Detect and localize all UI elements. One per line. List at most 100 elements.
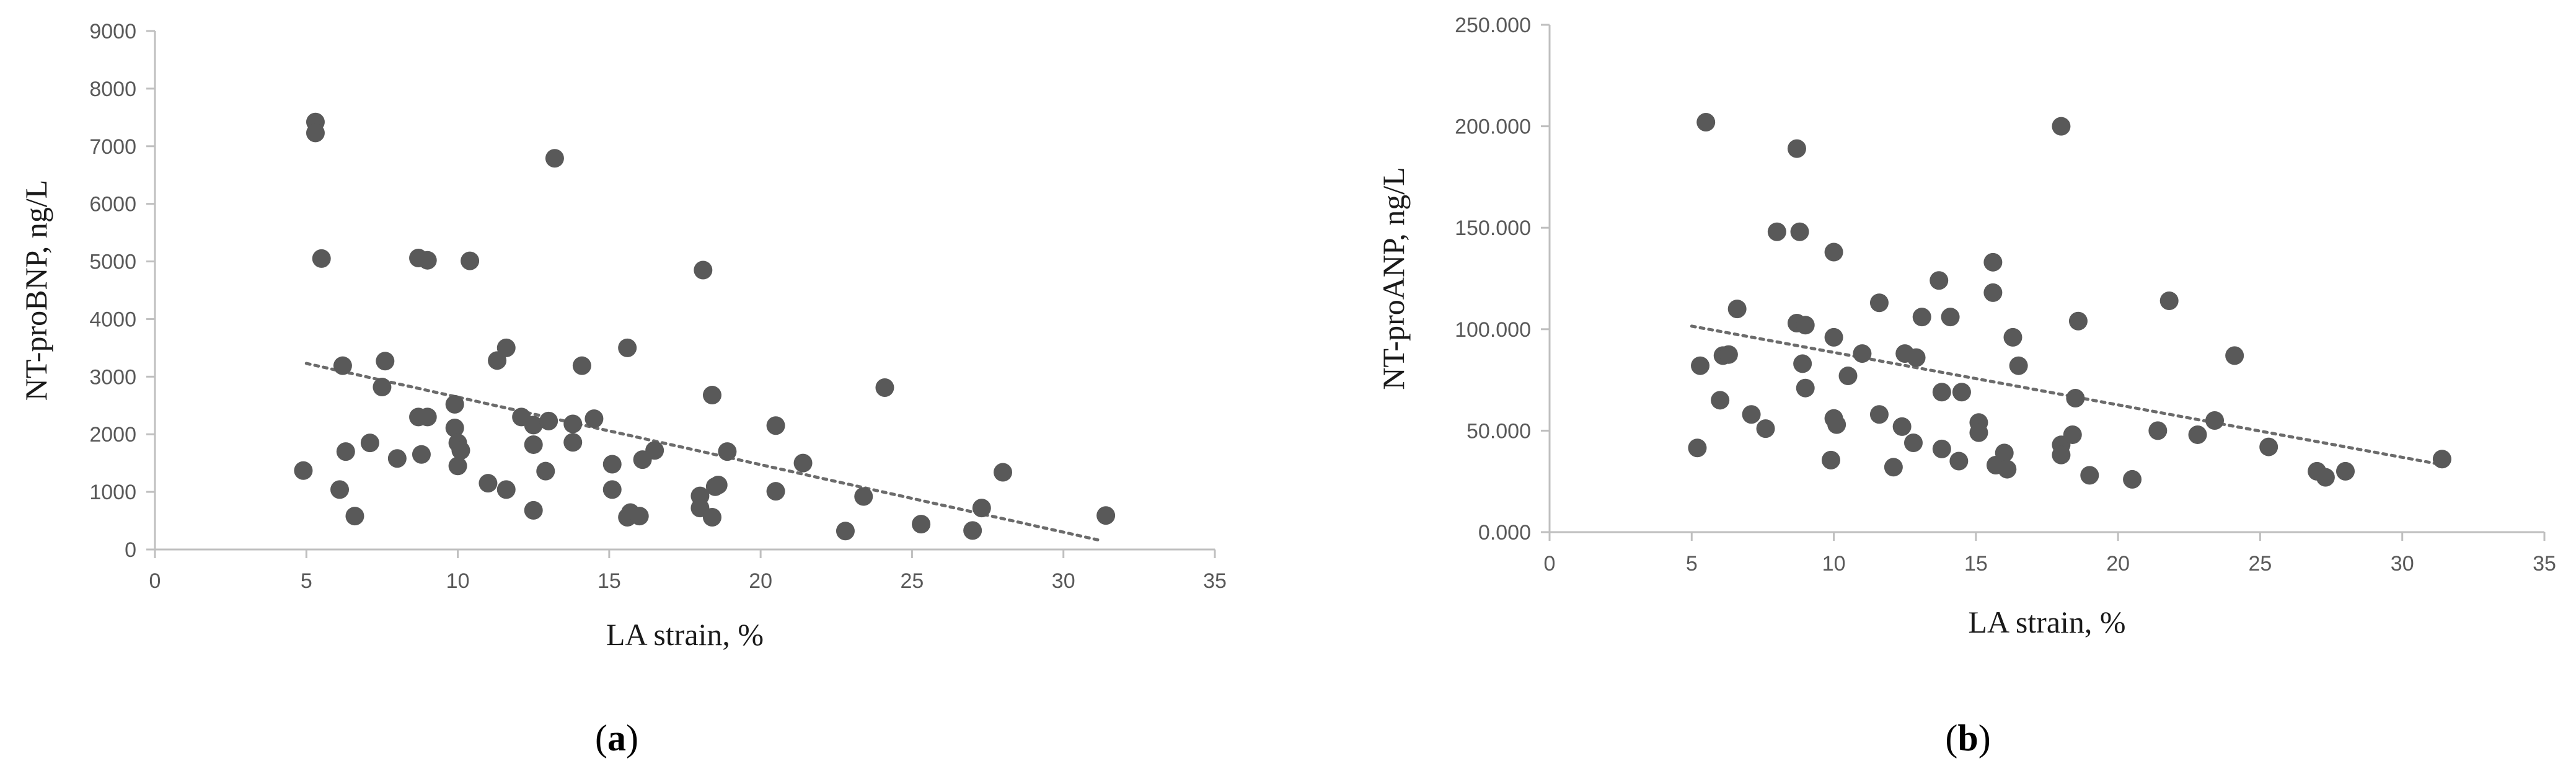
chart-a-data-point xyxy=(306,123,325,143)
chart-b-x-tick-label: 0 xyxy=(1544,552,1556,576)
chart-b-x-tick-label: 35 xyxy=(2533,552,2556,576)
chart-a-data-point xyxy=(451,441,470,460)
chart-a-data-point xyxy=(702,507,721,527)
chart-b-data-point xyxy=(1853,344,1872,363)
chart-b-data-point xyxy=(2336,461,2355,481)
chart-a-data-point xyxy=(524,500,543,520)
chart-b-panel-label: (b) xyxy=(1945,718,1990,758)
chart-b-y-tick-label: 0.000 xyxy=(1478,521,1531,545)
chart-a-data-point xyxy=(412,445,431,464)
chart-a-data-point xyxy=(912,515,931,534)
chart-a-y-tick-label: 0 xyxy=(125,538,136,562)
chart-a-x-axis-title: LA strain, % xyxy=(606,617,764,652)
chart-a-x-tick-label: 15 xyxy=(598,569,621,593)
chart-b-data-point xyxy=(1941,308,1960,327)
chart-a-data-point xyxy=(376,352,395,371)
chart-b-data-point xyxy=(2225,346,2244,365)
chart-a-data-point xyxy=(766,482,785,501)
chart-a-data-point xyxy=(702,386,721,405)
chart-b-data-point xyxy=(1688,438,1707,458)
chart-a-data-point xyxy=(496,480,516,499)
chart-a-data-point xyxy=(418,407,437,427)
chart-a-data-point xyxy=(539,411,558,430)
chart-b-y-tick-label: 150.000 xyxy=(1455,216,1531,240)
chart-a-data-point xyxy=(793,453,813,473)
chart-a-data-point xyxy=(524,435,543,454)
chart-a-data-point xyxy=(972,499,991,518)
chart-b-data-point xyxy=(2063,425,2082,444)
chart-b-x-axis-title: LA strain, % xyxy=(1968,605,2125,639)
chart-a-data-point xyxy=(496,338,516,357)
chart-a-data-point xyxy=(836,522,855,541)
chart-b-data-point xyxy=(2259,437,2278,456)
chart-a-data-point xyxy=(1096,506,1116,525)
chart-a-data-point xyxy=(312,249,331,268)
chart-a-data-point xyxy=(294,461,313,480)
chart-b-trendline xyxy=(1690,324,2441,466)
chart-b-data-point xyxy=(1932,439,1951,458)
chart-a-x-tick-label: 35 xyxy=(1203,569,1227,593)
chart-b-data-point xyxy=(1696,113,1716,132)
chart-a-y-tick-label: 3000 xyxy=(89,365,136,389)
chart-a-data-point xyxy=(854,487,873,506)
chart-a-x-tick-label: 25 xyxy=(901,569,924,593)
chart-a-y-tick-label: 4000 xyxy=(89,308,136,331)
chart-a-data-point xyxy=(360,434,379,453)
chart-b-data-point xyxy=(1756,419,1775,438)
chart-b-data-point xyxy=(2148,421,2168,440)
chart-b-x-tick-label: 5 xyxy=(1686,552,1698,576)
chart-a-data-point xyxy=(994,463,1012,482)
chart-a-y-tick-label: 2000 xyxy=(89,423,136,447)
chart-a-data-point xyxy=(336,442,355,461)
chart-a-y-tick-label: 1000 xyxy=(89,481,136,504)
chart-b-x-tick-label: 20 xyxy=(2106,552,2130,576)
chart-b-data-point xyxy=(1796,378,1815,398)
chart-b-data-point xyxy=(1995,443,2014,463)
chart-a-data-point xyxy=(445,394,464,414)
chart-b-data-point xyxy=(2003,327,2022,347)
chart-a-data-point xyxy=(602,455,622,474)
chart-a: 0 1000 2000 3000 4000 5000 6000 7000 8000 9000 0 5 1… xyxy=(19,20,1227,758)
chart-b-data-point xyxy=(2159,291,2179,310)
chart-b-data-point xyxy=(1796,316,1815,335)
chart-a-y-tick-label: 6000 xyxy=(89,193,136,216)
chart-b-data-point xyxy=(1727,300,1747,319)
chart-a-data-point xyxy=(448,456,467,476)
chart-a-data-point xyxy=(963,521,982,540)
chart-b-data-point xyxy=(2066,389,2085,408)
chart-b-y-tick-label: 250.000 xyxy=(1455,14,1531,37)
chart-a-data-point xyxy=(333,356,352,375)
chart-a-data-point xyxy=(630,507,649,526)
chart-b-data-point xyxy=(2080,466,2099,485)
chart-b-data-point xyxy=(1983,283,2003,302)
chart-a-y-tick-label: 5000 xyxy=(89,251,136,274)
chart-b-data-point xyxy=(1907,348,1926,367)
chart-b: 0.000 50.000 100.000 150.000 200.000 250.000 0… xyxy=(1376,14,2556,758)
chart-a-data-point xyxy=(708,475,728,494)
chart-a-data-point xyxy=(618,338,637,357)
chart-b-data-point xyxy=(1742,405,1761,424)
chart-a-x-tick-label: 10 xyxy=(446,569,470,593)
chart-b-y-tick-label: 100.000 xyxy=(1455,318,1531,342)
chart-b-data-point xyxy=(1838,367,1858,386)
chart-a-x-tick-label: 30 xyxy=(1052,569,1075,593)
chart-b-data-point xyxy=(1983,252,2003,272)
chart-b-data-point xyxy=(1821,450,1840,469)
chart-a-data-point xyxy=(445,419,464,438)
chart-b-data-point xyxy=(2188,425,2207,444)
chart-a-data-point xyxy=(572,356,591,375)
chart-a-trendline xyxy=(304,362,1101,542)
chart-b-data-point xyxy=(1787,139,1806,158)
chart-b-data-point xyxy=(1869,293,1889,313)
chart-b-x-tick-label: 25 xyxy=(2249,552,2272,576)
chart-a-data-point xyxy=(563,414,583,434)
chart-a-data-point xyxy=(694,260,713,280)
chart-b-x-tick-label: 30 xyxy=(2391,552,2414,576)
chart-b-data-point xyxy=(1912,308,1931,327)
chart-b-y-tick-label: 50.000 xyxy=(1467,419,1531,443)
chart-b-data-point xyxy=(2123,469,2142,489)
chart-a-data-point xyxy=(461,251,480,270)
chart-b-data-point xyxy=(1711,391,1730,410)
chart-b-data-point xyxy=(2052,117,2071,136)
